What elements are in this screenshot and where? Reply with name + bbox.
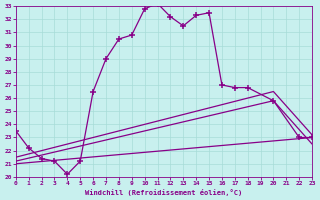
X-axis label: Windchill (Refroidissement éolien,°C): Windchill (Refroidissement éolien,°C) — [85, 189, 243, 196]
